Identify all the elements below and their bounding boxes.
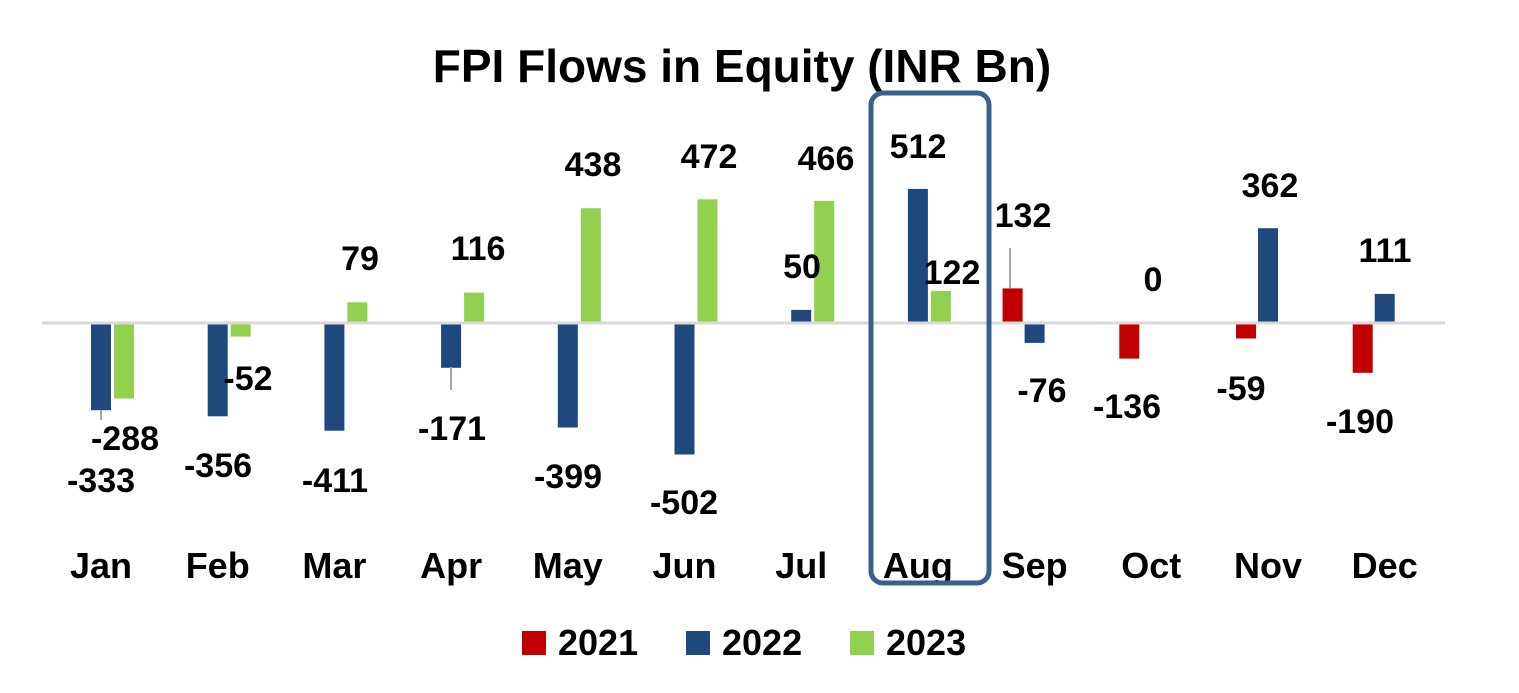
x-tick-feb: Feb — [186, 545, 250, 586]
legend-label-2022: 2022 — [722, 622, 802, 663]
data-label-2023-apr: 116 — [451, 230, 506, 268]
bar-2022-jan — [91, 323, 111, 411]
x-tick-jan: Jan — [70, 545, 132, 586]
data-label-2022-aug: 512 — [890, 128, 947, 166]
bar-2022-jun — [674, 323, 695, 455]
x-tick-jun: Jun — [652, 545, 716, 586]
highlight-box-aug — [868, 90, 992, 586]
bar-2022-may — [557, 323, 578, 428]
data-label-2022-nov: 362 — [1242, 167, 1299, 205]
data-label-2022-may: -399 — [534, 458, 602, 496]
bar-2023-feb — [230, 323, 251, 337]
legend-label-2021: 2021 — [558, 622, 638, 663]
bar-2022-mar — [324, 323, 345, 431]
bar-2023-mar — [347, 302, 368, 323]
bar-2021-oct — [1119, 323, 1140, 359]
x-tick-oct: Oct — [1121, 545, 1181, 586]
data-label-2023-mar: 79 — [341, 240, 379, 278]
data-label-2022-oct: 0 — [1144, 261, 1163, 299]
data-label-2023-jan: -288 — [91, 420, 159, 458]
x-axis-ticks: Jan Feb Mar Apr May Jun Jul Aug Sep Oct Nov Dec — [70, 545, 1418, 586]
legend-swatch-2022 — [686, 631, 710, 655]
data-label-2023-aug: 122 — [924, 254, 981, 292]
legend: 2021 2022 2023 — [522, 622, 966, 663]
data-label-2021-dec: -190 — [1326, 403, 1394, 441]
data-label-2021-oct: -136 — [1093, 388, 1161, 426]
bar-2021-sep — [1002, 288, 1023, 323]
bar-2023-jan — [114, 323, 134, 399]
bar-2022-nov — [1258, 228, 1278, 323]
bar-2023-apr — [464, 292, 485, 323]
data-label-2023-jul: 466 — [798, 140, 855, 178]
bar-2022-aug — [907, 188, 928, 323]
bar-2022-sep — [1024, 323, 1045, 343]
bars-layer — [91, 188, 1395, 455]
bar-2021-nov — [1236, 323, 1256, 339]
bar-2023-aug — [930, 291, 951, 323]
bar-2022-jul — [791, 309, 812, 323]
data-label-2023-jun: 472 — [681, 138, 738, 176]
data-label-2021-nov: -59 — [1216, 370, 1265, 408]
bar-2022-apr — [441, 323, 462, 368]
chart-title: FPI Flows in Equity (INR Bn) — [433, 40, 1051, 92]
data-label-2022-dec: 111 — [1359, 232, 1412, 270]
data-label-2022-feb: -356 — [184, 447, 252, 485]
data-label-2022-jul: 50 — [783, 248, 821, 286]
x-tick-dec: Dec — [1352, 545, 1418, 586]
x-tick-mar: Mar — [302, 545, 366, 586]
x-tick-may: May — [533, 545, 603, 586]
legend-swatch-2021 — [522, 631, 546, 655]
x-tick-nov: Nov — [1234, 545, 1302, 586]
data-label-2023-may: 438 — [565, 146, 622, 184]
x-tick-sep: Sep — [1002, 545, 1068, 586]
data-label-2022-jun: -502 — [650, 484, 718, 522]
data-label-2022-jan: -333 — [67, 462, 135, 500]
data-label-2023-feb: -52 — [223, 360, 272, 398]
data-label-2022-mar: -411 — [302, 462, 368, 500]
bar-2023-may — [580, 208, 601, 323]
x-tick-aug: Aug — [883, 545, 953, 586]
data-label-2022-apr: -171 — [418, 410, 486, 448]
bar-2023-jun — [697, 199, 718, 323]
data-label-2022-sep: -76 — [1017, 372, 1066, 410]
x-tick-apr: Apr — [420, 545, 482, 586]
legend-label-2023: 2023 — [886, 622, 966, 663]
legend-swatch-2023 — [850, 631, 874, 655]
bar-2022-dec — [1374, 293, 1395, 323]
bar-2022-feb — [207, 323, 228, 417]
x-tick-jul: Jul — [775, 545, 827, 586]
data-labels-layer: 132 -136 -59 -190 -333 -356 -411 -171 -399 -502 50… — [67, 128, 1412, 522]
bar-2021-dec — [1352, 323, 1373, 373]
data-label-2021-sep: 132 — [995, 197, 1052, 235]
bar-2023-jul — [814, 200, 835, 323]
